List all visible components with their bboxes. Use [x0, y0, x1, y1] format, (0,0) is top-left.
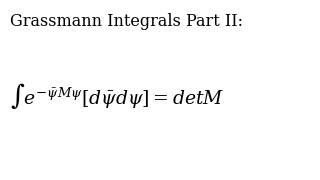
Text: Grassmann Integrals Part II:: Grassmann Integrals Part II: — [10, 13, 243, 30]
Text: $\int e^{-\bar{\psi}M\psi}[d\bar{\psi}d\psi] = detM$: $\int e^{-\bar{\psi}M\psi}[d\bar{\psi}d\… — [10, 81, 224, 111]
